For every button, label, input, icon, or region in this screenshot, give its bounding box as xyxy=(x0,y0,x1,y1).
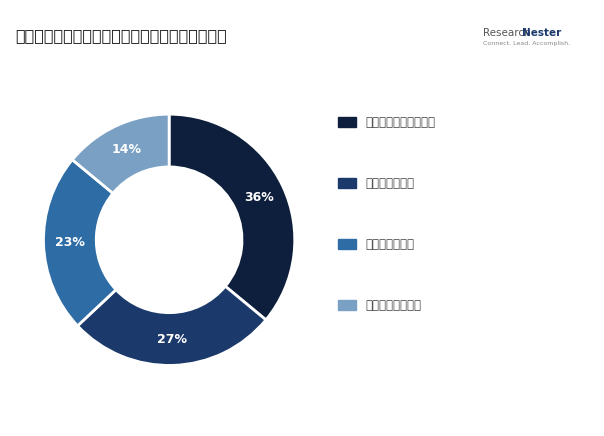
Text: 36%: 36% xyxy=(244,191,274,204)
Text: Connect. Lead. Accomplish.: Connect. Lead. Accomplish. xyxy=(483,41,570,46)
Text: 23%: 23% xyxy=(55,236,85,249)
Text: 27%: 27% xyxy=(157,333,187,345)
Wedge shape xyxy=(43,160,116,326)
Text: 繊維産業の急増: 繊維産業の急増 xyxy=(365,238,414,251)
FancyArrowPatch shape xyxy=(453,33,469,37)
Wedge shape xyxy=(169,114,295,320)
Text: 成長要因の貢献ーアルコールエトキシレート市場: 成長要因の貢献ーアルコールエトキシレート市場 xyxy=(15,28,227,43)
Text: 石油とガス部門の成長: 石油とガス部門の成長 xyxy=(365,116,435,129)
Wedge shape xyxy=(77,286,266,365)
Text: 環境意識の高まり: 環境意識の高まり xyxy=(365,299,422,312)
Text: Nester: Nester xyxy=(522,28,562,38)
Text: 14%: 14% xyxy=(112,143,142,157)
Wedge shape xyxy=(72,114,169,193)
Text: Research: Research xyxy=(483,28,534,38)
Text: 衛生意識の向上: 衛生意識の向上 xyxy=(365,177,414,190)
